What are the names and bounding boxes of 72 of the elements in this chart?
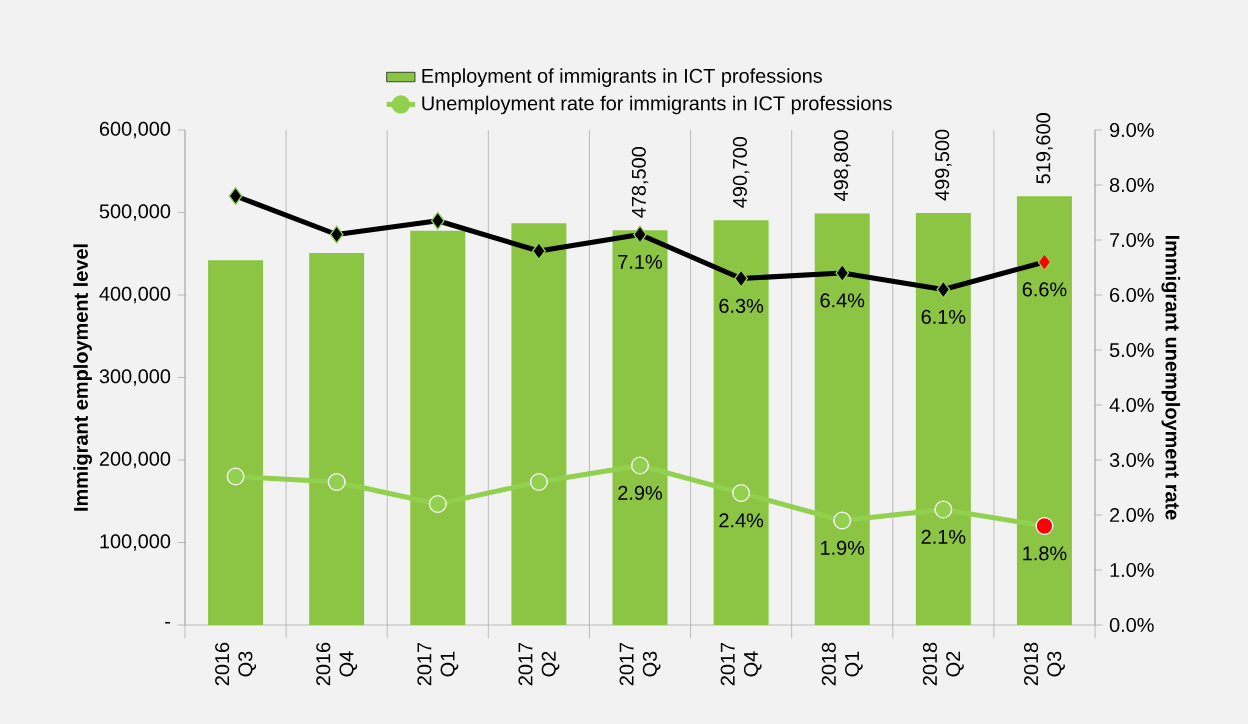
x-tick-label: 2018 Q2 [922, 642, 964, 686]
y2-tick-label: 3.0% [1109, 452, 1154, 468]
data-label: 6.1% [921, 309, 966, 324]
bar [1016, 196, 1072, 625]
bar [713, 220, 769, 625]
data-label: 2.1% [921, 529, 966, 544]
data-label: 6.4% [820, 293, 865, 308]
point [226, 467, 245, 486]
bar [208, 260, 264, 625]
bar [915, 212, 971, 625]
x-tick-label: 2016 Q3 [215, 642, 257, 686]
y-tick-label: - [165, 621, 171, 624]
x-tick-label: 2017 Q2 [518, 642, 560, 686]
point [430, 211, 445, 230]
data-label: 2.4% [719, 513, 764, 528]
point [833, 511, 852, 530]
point [428, 495, 447, 514]
point [1035, 517, 1054, 536]
y-tick-label: 100,000 [100, 534, 171, 551]
legend-label: Employment of immigrants in ICT professions [422, 68, 822, 87]
x-tick-label: 2017 Q1 [417, 642, 459, 686]
x-tick-label: 2018 Q1 [821, 642, 863, 686]
x-tick-label: 2017 Q3 [619, 642, 661, 686]
point [327, 473, 346, 492]
y2-tick-label: 4.0% [1109, 397, 1154, 413]
point [531, 242, 546, 261]
y2-axis-title: Immigrant unemployment rate [1161, 236, 1181, 520]
point [936, 280, 951, 299]
y-tick-label: 200,000 [99, 451, 171, 469]
x-tick-label: 2016 Q4 [316, 642, 358, 686]
y-axis-title: Immigrant employment level [73, 244, 92, 511]
data-label: 478,500 [631, 147, 649, 218]
legend-label: Unemployment rate for immigrants in ICT professions [422, 95, 892, 115]
point [329, 225, 344, 244]
point [835, 264, 850, 283]
x-tick-label: 2017 Q4 [720, 642, 762, 686]
bar [410, 230, 466, 625]
y2-tick-label: 8.0% [1109, 177, 1154, 193]
point [529, 473, 548, 492]
point [732, 484, 751, 502]
y2-tick-label: 9.0% [1110, 122, 1154, 138]
y-tick-label: 600,000 [99, 121, 171, 139]
point [228, 187, 243, 206]
point [734, 269, 749, 288]
y2-tick-label: 0.0% [1109, 617, 1154, 633]
bar [612, 230, 668, 625]
y-tick-label: 300,000 [99, 369, 171, 386]
y-tick-label: 400,000 [99, 286, 171, 304]
bar [814, 213, 870, 625]
point [633, 225, 647, 244]
y2-tick-label: 5.0% [1109, 342, 1154, 358]
data-label: 2.9% [618, 485, 662, 500]
y2-tick-label: 1.0% [1110, 562, 1154, 578]
data-label: 7.1% [618, 254, 662, 269]
bar [511, 223, 567, 625]
point [1037, 253, 1052, 272]
point [631, 456, 649, 475]
data-label: 1.8% [1023, 546, 1067, 561]
point [934, 500, 953, 519]
data-label: 6.3% [719, 298, 764, 313]
bar [309, 252, 365, 625]
data-label: 498,800 [834, 130, 851, 202]
data-label: 499,500 [935, 129, 952, 201]
y2-tick-label: 2.0% [1110, 507, 1154, 523]
y2-tick-label: 7.0% [1110, 232, 1154, 248]
data-label: 490,700 [732, 136, 750, 208]
x-tick-label: 2018 Q3 [1023, 642, 1065, 686]
y2-tick-label: 6.0% [1110, 287, 1154, 303]
data-label: 1.9% [821, 540, 865, 555]
data-label: 519,600 [1036, 113, 1053, 184]
data-label: 6.6% [1022, 282, 1067, 297]
y-tick-label: 500,000 [99, 204, 171, 221]
